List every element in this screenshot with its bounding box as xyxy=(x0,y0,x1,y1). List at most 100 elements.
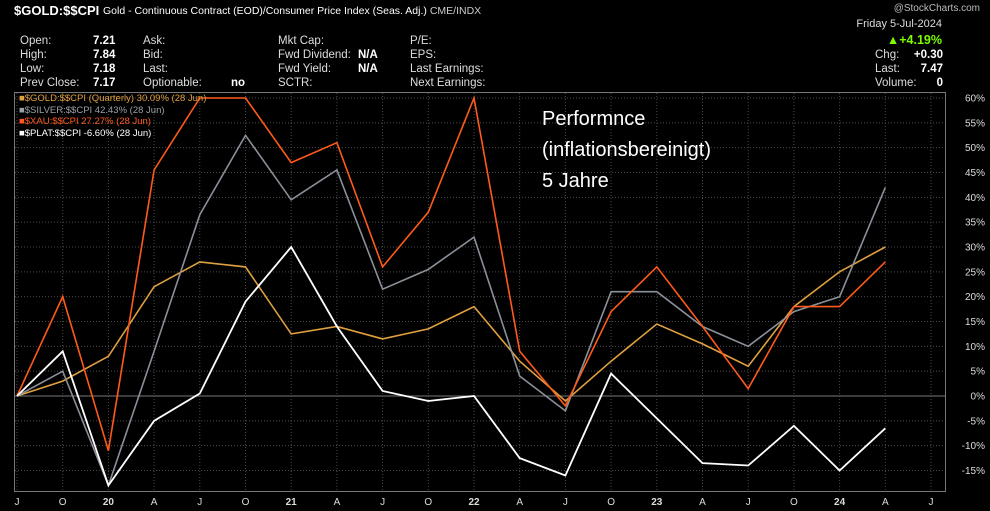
eps-label: EPS: xyxy=(410,49,437,61)
last-price-label: Last: xyxy=(875,63,900,75)
x-tick-label: 23 xyxy=(651,497,663,508)
series-line-xau xyxy=(16,95,886,451)
x-tick-label: A xyxy=(151,497,158,508)
sctr-label: SCTR: xyxy=(278,77,313,89)
y-tick-label: -15% xyxy=(962,466,985,477)
x-tick-label: A xyxy=(516,497,523,508)
x-tick-label: J xyxy=(929,497,934,508)
y-tick-label: 60% xyxy=(965,94,985,105)
annotation-line-2: (inflationsbereinigt) xyxy=(542,139,711,161)
legend: ■$GOLD:$$CPI (Quarterly) 30.09% (28 Jun)… xyxy=(19,93,206,139)
volume-value: 0 xyxy=(936,77,943,89)
y-tick-label: 40% xyxy=(965,193,985,204)
x-tick-label: O xyxy=(790,497,798,508)
x-tick-label: J xyxy=(15,497,20,508)
x-tick-label: O xyxy=(59,497,67,508)
x-tick-label: O xyxy=(607,497,615,508)
high-value: 7.84 xyxy=(93,49,116,61)
y-tick-label: 50% xyxy=(965,143,985,154)
x-tick-label: A xyxy=(334,497,341,508)
fwd-yield-label: Fwd Yield: xyxy=(278,63,332,75)
low-label: Low: xyxy=(20,63,45,75)
x-tick-label: J xyxy=(746,497,751,508)
series-line-gold xyxy=(16,246,886,403)
chg-value: +0.30 xyxy=(913,49,943,61)
chart-annotation: Performnce (inflationsbereinigt) 5 Jahre xyxy=(542,104,711,197)
legend-item-silver[interactable]: ■$SILVER:$$CPI 42.43% (28 Jun) xyxy=(19,105,206,117)
annotation-line-3: 5 Jahre xyxy=(542,170,609,192)
exchange-text: CME/INDX xyxy=(429,5,482,17)
legend-item-gold[interactable]: ■$GOLD:$$CPI (Quarterly) 30.09% (28 Jun) xyxy=(19,93,206,105)
chg-label: Chg: xyxy=(875,49,900,61)
symbol-description: Gold - Continuous Contract (EOD)/Consume… xyxy=(103,5,481,17)
change-percent: ▲+4.19% xyxy=(886,33,942,47)
quote-col-1: Open: 7.21 High: 7.84 Low: 7.18 Prev Close:… xyxy=(20,34,115,90)
x-tick-label: 24 xyxy=(834,497,846,508)
legend-label-xau: $XAU:$$CPI 27.27% (28 Jun) xyxy=(24,116,151,127)
y-tick-label: 5% xyxy=(971,367,986,378)
quote-col-3: Mkt Cap: Fwd Dividend: N/A Fwd Yield: N/A … xyxy=(278,34,378,90)
ask-label: Ask: xyxy=(143,35,166,47)
quote-col-2: Ask: Bid: Last: Optionable: no xyxy=(143,34,245,90)
quote-date: Friday 5-Jul-2024 xyxy=(856,18,942,30)
legend-swatch-silver: ■ xyxy=(19,104,25,116)
volume-label: Volume: xyxy=(875,77,917,89)
y-tick-label: 10% xyxy=(965,342,985,353)
y-tick-label: 35% xyxy=(965,218,985,229)
fwd-dividend-value: N/A xyxy=(358,49,378,61)
legend-swatch-xau: ■ xyxy=(19,116,25,127)
x-tick-label: 21 xyxy=(286,497,298,508)
y-tick-label: 55% xyxy=(965,118,985,129)
x-tick-label: 20 xyxy=(103,497,115,508)
x-tick-label: J xyxy=(197,497,202,508)
legend-label-gold: $GOLD:$$CPI (Quarterly) 30.09% (28 Jun) xyxy=(24,93,207,104)
fwd-dividend-label: Fwd Dividend: xyxy=(278,49,351,61)
y-tick-label: 15% xyxy=(965,317,985,328)
optionable-label: Optionable: xyxy=(143,77,202,89)
low-value: 7.18 xyxy=(93,63,116,75)
optionable-value: no xyxy=(231,77,246,89)
legend-swatch-plat: ■ xyxy=(19,127,25,139)
y-tick-label: 25% xyxy=(965,267,985,278)
y-tick-label: -5% xyxy=(967,416,985,427)
y-tick-label: 30% xyxy=(965,243,985,254)
last-earnings-label: Last Earnings: xyxy=(410,63,484,75)
prev-close-label: Prev Close: xyxy=(20,77,80,89)
legend-label-silver: $SILVER:$$CPI 42.43% (28 Jun) xyxy=(24,104,165,116)
last-price-value: 7.47 xyxy=(920,63,943,75)
pe-label: P/E: xyxy=(410,35,432,47)
annotation-line-1: Performnce xyxy=(542,108,646,130)
series-line-silver xyxy=(16,133,887,488)
last-label: Last: xyxy=(143,63,168,75)
plot-area-frame xyxy=(14,92,946,492)
legend-label-plat: $PLAT:$$CPI -6.60% (28 Jun) xyxy=(24,127,152,139)
mkt-cap-label: Mkt Cap: xyxy=(278,35,325,47)
y-tick-label: 20% xyxy=(965,292,985,303)
x-tick-label: A xyxy=(882,497,889,508)
series-line-plat xyxy=(16,245,886,488)
open-value: 7.21 xyxy=(93,35,116,47)
x-tick-label: 22 xyxy=(468,497,480,508)
quote-col-5: Chg: +0.30 Last: 7.47 Volume: 0 xyxy=(875,48,943,90)
x-tick-label: J xyxy=(380,497,385,508)
y-tick-label: 0% xyxy=(971,392,986,403)
legend-item-plat[interactable]: ■$PLAT:$$CPI -6.60% (28 Jun) xyxy=(19,128,206,140)
high-label: High: xyxy=(20,49,47,61)
bid-label: Bid: xyxy=(143,49,163,61)
prev-close-value: 7.17 xyxy=(93,77,116,89)
x-tick-label: J xyxy=(563,497,568,508)
next-earnings-label: Next Earnings: xyxy=(410,77,486,89)
legend-swatch-gold: ■ xyxy=(19,93,25,104)
x-tick-label: A xyxy=(699,497,706,508)
open-label: Open: xyxy=(20,35,52,47)
legend-item-xau[interactable]: ■$XAU:$$CPI 27.27% (28 Jun) xyxy=(19,116,206,128)
x-tick-label: O xyxy=(424,497,432,508)
watermark: @StockCharts.com xyxy=(893,3,980,14)
y-tick-label: 45% xyxy=(965,168,985,179)
quote-header: $GOLD:$$CPI Gold - Continuous Contract (… xyxy=(0,0,990,92)
x-tick-label: O xyxy=(242,497,250,508)
description-text: Gold - Continuous Contract (EOD)/Consume… xyxy=(103,5,427,17)
y-tick-label: -10% xyxy=(962,441,985,452)
